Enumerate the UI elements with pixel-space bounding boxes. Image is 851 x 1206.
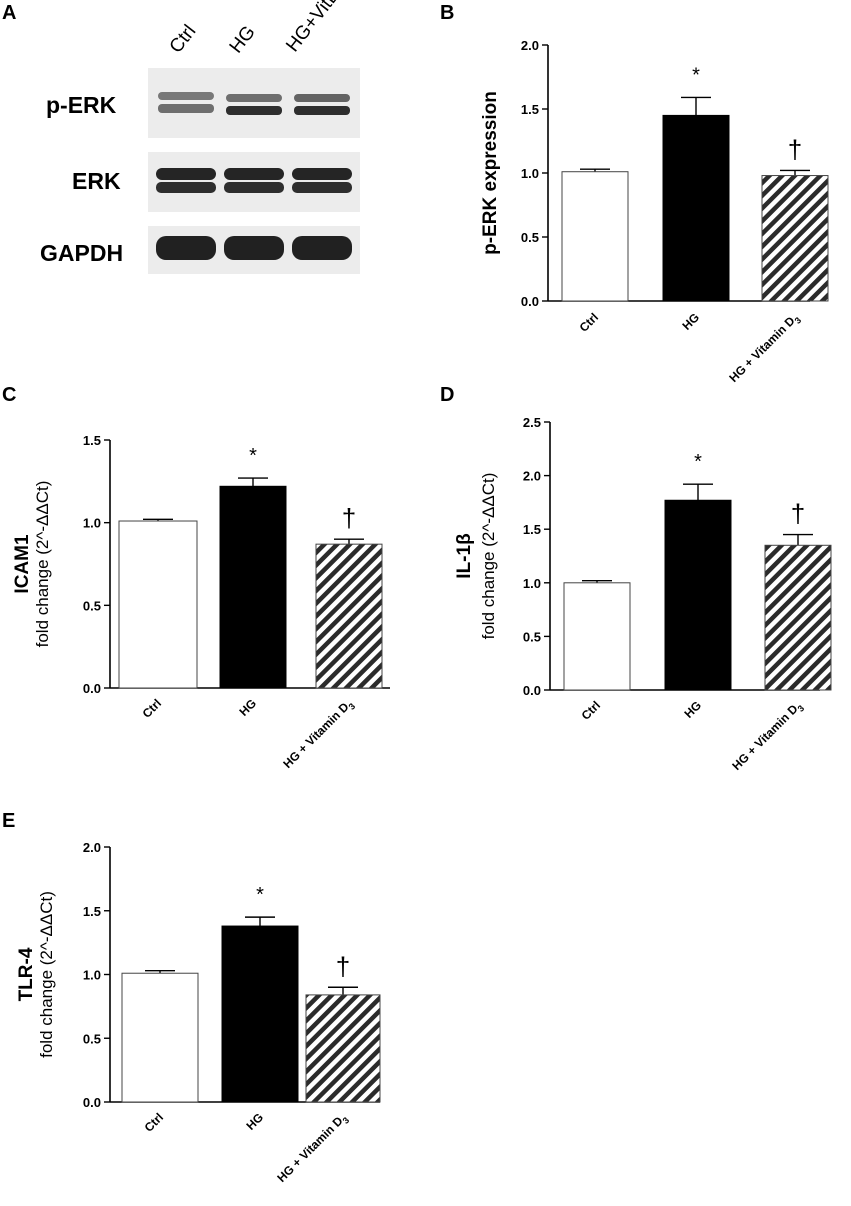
panel-letter-c: C <box>2 384 17 406</box>
x-tick-label: HG + Vitamin D3 <box>726 310 803 387</box>
x-tick-label: HG <box>681 698 704 721</box>
band-p-erk-lower <box>226 106 282 115</box>
significance-asterisk: * <box>249 445 257 467</box>
blot-bands <box>156 92 352 260</box>
blot-label-erk: ERK <box>72 168 121 194</box>
significance-asterisk: * <box>694 451 702 473</box>
bar-hg-vitamin-d3 <box>305 994 381 1103</box>
y-axis-title: TLR-4 <box>16 947 37 1001</box>
band-erk-lower <box>292 182 352 193</box>
panel-letter-b: B <box>440 2 455 24</box>
band-p-erk-lower <box>294 106 350 115</box>
chart-panel-c: 0.0 0.5 1.0 1.5 Ctrl * HG † HG + Vitamin D3 ICAM1… <box>12 433 390 773</box>
x-tick-label-subscript: 3 <box>341 1115 352 1126</box>
band-p-erk-upper <box>294 94 350 102</box>
y-tick-label: 1.5 <box>521 102 539 117</box>
y-tick-label: 1.5 <box>523 522 541 537</box>
bar-hg-vitamin-d3 <box>761 175 829 302</box>
bar-ctrl <box>561 171 629 302</box>
panel-letter-e: E <box>2 810 16 832</box>
y-axis-subtitle: fold change (2^-ΔΔCt) <box>37 891 56 1058</box>
bar-ctrl <box>121 972 199 1103</box>
band-p-erk-lower <box>158 104 214 113</box>
y-tick-label: 1.0 <box>521 166 539 181</box>
y-tick-label: 0.5 <box>523 629 541 644</box>
chart-panel-d: 0.0 0.5 1.0 1.5 2.0 2.5 Ctrl * HG † HG + Vitamin D… <box>454 415 832 775</box>
chart-panel-e: 0.0 0.5 1.0 1.5 2.0 Ctrl * HG † HG + Vitamin D3 TL… <box>16 840 381 1187</box>
significance-dagger: † <box>342 503 356 533</box>
y-tick-label: 1.0 <box>523 576 541 591</box>
y-tick-label: 0.0 <box>83 681 101 696</box>
significance-asterisk: * <box>692 64 700 86</box>
band-gapdh <box>224 236 284 260</box>
y-tick-label: 0.0 <box>521 294 539 309</box>
x-tick-label-subscript: 3 <box>793 315 804 326</box>
y-tick-label: 1.5 <box>83 433 101 448</box>
y-tick-label: 0.0 <box>83 1095 101 1110</box>
significance-asterisk: * <box>256 884 264 906</box>
chart-panel-b: 0.0 0.5 1.0 1.5 2.0 Ctrl * HG † HG + Vitamin D3 p-… <box>480 38 829 387</box>
band-erk-lower <box>156 182 216 193</box>
x-tick-label: HG + Vitamin D3 <box>729 698 806 775</box>
band-gapdh <box>156 236 216 260</box>
y-axis-title: ICAM1 <box>12 534 33 594</box>
y-tick-label: 0.5 <box>83 1031 101 1046</box>
y-tick-label: 2.5 <box>523 415 541 430</box>
significance-dagger: † <box>336 951 350 981</box>
x-tick-label: HG <box>243 1110 266 1133</box>
y-tick-label: 1.0 <box>83 968 101 983</box>
band-erk-upper <box>292 168 352 180</box>
y-tick-label: 2.0 <box>83 840 101 855</box>
x-tick-label: Ctrl <box>140 696 165 721</box>
bar-hg-vitamin-d3 <box>315 543 383 689</box>
y-tick-label: 0.0 <box>523 683 541 698</box>
bar-hg <box>664 499 732 691</box>
x-tick-label: HG + Vitamin D3 <box>280 696 357 773</box>
x-tick-label-subscript: 3 <box>347 701 358 712</box>
y-tick-label: 1.0 <box>83 516 101 531</box>
blot-label-p-erk: p-ERK <box>46 92 117 118</box>
band-erk-upper <box>156 168 216 180</box>
blot-label-gapdh: GAPDH <box>40 240 124 266</box>
x-tick-label: Ctrl <box>579 698 604 723</box>
x-tick-label-subscript: 3 <box>796 703 807 714</box>
y-axis-title: IL-1β <box>454 533 475 578</box>
band-p-erk-upper <box>158 92 214 100</box>
y-tick-label: 2.0 <box>523 469 541 484</box>
y-tick-label: 1.5 <box>83 904 101 919</box>
y-axis-subtitle: fold change (2^-ΔΔCt) <box>33 481 52 648</box>
x-tick-label: Ctrl <box>142 1110 167 1135</box>
blot-strip-p-erk <box>148 68 360 138</box>
panel-letter-a: A <box>2 2 17 24</box>
x-tick-label: HG + Vitamin D3 <box>274 1110 351 1187</box>
bar-hg-vitamin-d3 <box>764 544 832 691</box>
x-tick-label: HG <box>679 310 702 333</box>
bar-ctrl <box>563 582 631 691</box>
bar-hg <box>221 925 299 1103</box>
y-axis-subtitle: fold change (2^-ΔΔCt) <box>479 473 498 640</box>
y-axis-title: p-ERK expression <box>480 91 501 255</box>
band-gapdh <box>292 236 352 260</box>
bar-ctrl <box>118 520 198 689</box>
band-erk-lower <box>224 182 284 193</box>
x-tick-label: Ctrl <box>577 310 602 335</box>
significance-dagger: † <box>791 499 805 529</box>
bar-hg <box>219 485 287 689</box>
band-p-erk-upper <box>226 94 282 102</box>
y-tick-label: 2.0 <box>521 38 539 53</box>
x-tick-label: HG <box>236 696 259 719</box>
y-tick-label: 0.5 <box>521 230 539 245</box>
bar-hg <box>662 114 730 302</box>
band-erk-upper <box>224 168 284 180</box>
panel-letter-d: D <box>440 384 455 406</box>
y-tick-label: 0.5 <box>83 598 101 613</box>
significance-dagger: † <box>788 134 802 164</box>
